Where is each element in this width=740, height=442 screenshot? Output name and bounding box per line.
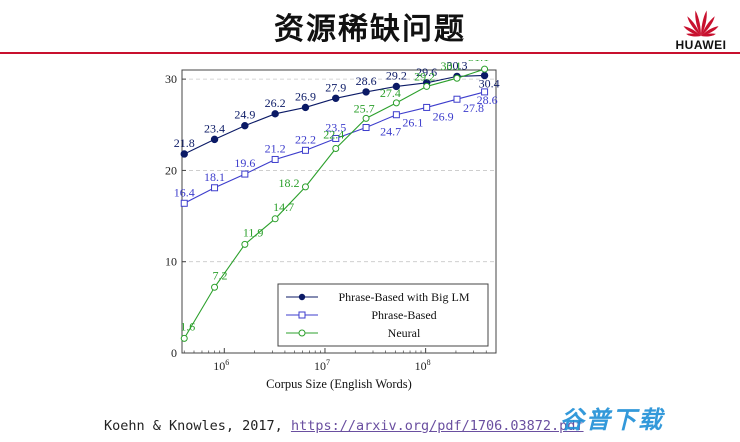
data-point-neural xyxy=(481,65,489,73)
data-label: 23.5 xyxy=(325,120,346,134)
data-label: 25.7 xyxy=(354,101,375,115)
data-label: 19.6 xyxy=(234,156,255,170)
data-point-phrase xyxy=(481,88,489,96)
data-label: 26.9 xyxy=(433,109,454,123)
data-label: 28.6 xyxy=(356,74,377,88)
data-label: 16.4 xyxy=(174,185,195,199)
data-point-neural xyxy=(180,334,188,342)
data-label: 29.6 xyxy=(416,65,437,79)
data-point-phrase xyxy=(453,95,461,103)
logo-wordmark: HUAWEI xyxy=(675,38,727,52)
data-point-phrase xyxy=(392,111,400,119)
x-tick-base: 10 xyxy=(314,359,326,373)
data-label: 27.8 xyxy=(463,101,484,115)
data-point-phrase xyxy=(301,146,309,154)
data-label: 27.4 xyxy=(380,86,401,100)
x-tick-exponent: 8 xyxy=(427,358,431,367)
x-tick-base: 10 xyxy=(415,359,427,373)
citation-text: Koehn & Knowles, 2017, xyxy=(104,418,291,434)
data-label: 30.1 xyxy=(440,60,461,73)
watermark: 谷普下载 xyxy=(560,406,664,434)
x-tick-exponent: 7 xyxy=(326,358,330,367)
data-point-biglm xyxy=(392,82,401,91)
data-label: 22.2 xyxy=(295,132,316,146)
data-point-phrase xyxy=(423,103,431,111)
x-tick-exponent: 6 xyxy=(225,358,229,367)
citation-link[interactable]: https://arxiv.org/pdf/1706.03872.pdf xyxy=(290,418,584,434)
y-tick-label: 20 xyxy=(165,163,177,177)
x-tick-label: 108 xyxy=(415,358,431,373)
data-label: 22.4 xyxy=(323,128,344,142)
data-point-phrase xyxy=(241,170,249,178)
data-label: 21.8 xyxy=(174,136,195,150)
data-label: 23.4 xyxy=(204,121,225,135)
data-point-neural xyxy=(332,145,340,153)
y-tick-label: 30 xyxy=(165,72,177,86)
data-point-neural xyxy=(453,74,461,82)
data-label: 18.1 xyxy=(204,170,225,184)
data-point-neural xyxy=(423,82,431,90)
legend-label: Phrase-Based xyxy=(371,308,436,322)
data-label: 30.4 xyxy=(479,76,500,90)
data-point-biglm xyxy=(332,94,340,102)
y-tick-label: 10 xyxy=(165,255,177,269)
data-point-neural xyxy=(392,99,400,107)
huawei-logo-icon xyxy=(683,10,719,37)
data-point-phrase xyxy=(211,184,219,192)
x-tick-base: 10 xyxy=(213,359,225,373)
data-point-phrase xyxy=(332,134,340,142)
data-label: 14.7 xyxy=(273,200,294,214)
data-point-phrase xyxy=(271,155,279,163)
data-label: 21.2 xyxy=(265,141,286,155)
plot-frame xyxy=(181,69,497,354)
citation: Koehn & Knowles, 2017, https://arxiv.org… xyxy=(104,418,584,434)
data-point-biglm xyxy=(180,150,188,158)
data-point-biglm xyxy=(241,121,249,130)
x-tick-label: 106 xyxy=(213,358,229,373)
data-point-neural xyxy=(241,240,249,248)
data-label: 24.7 xyxy=(380,125,401,139)
legend-marker xyxy=(298,293,306,301)
data-point-phrase xyxy=(180,199,188,207)
x-tick-label: 107 xyxy=(314,358,330,373)
title-divider xyxy=(0,52,740,54)
data-point-phrase xyxy=(362,124,370,132)
data-label: 11.9 xyxy=(243,225,264,239)
legend-label: Neural xyxy=(388,326,421,340)
legend-marker xyxy=(298,329,306,337)
data-point-neural xyxy=(362,114,370,122)
legend-label: Phrase-Based with Big LM xyxy=(339,290,470,304)
slide-title: 资源稀缺问题 xyxy=(274,12,466,47)
data-label: 1.6 xyxy=(180,319,195,333)
data-label: 29.2 xyxy=(386,68,407,82)
legend-marker xyxy=(298,311,306,319)
data-label: 27.9 xyxy=(325,80,346,94)
data-label: 24.9 xyxy=(234,108,255,122)
data-label: 26.9 xyxy=(295,89,316,103)
data-point-biglm xyxy=(210,135,219,144)
data-label: 28.6 xyxy=(477,93,498,107)
data-point-biglm xyxy=(271,110,279,118)
data-point-neural xyxy=(271,215,279,223)
data-label: 26.1 xyxy=(402,116,423,130)
y-tick-label: 0 xyxy=(171,346,177,360)
data-point-biglm xyxy=(301,103,310,112)
data-point-neural xyxy=(211,283,219,291)
data-point-neural xyxy=(301,183,309,191)
data-label: 30.3 xyxy=(446,60,467,72)
data-label: 31.1 xyxy=(468,60,489,64)
data-label: 18.2 xyxy=(278,176,299,190)
data-label: 26.2 xyxy=(265,96,286,110)
x-axis-label: Corpus Size (English Words) xyxy=(266,377,412,391)
data-label: 7.2 xyxy=(213,268,228,282)
data-label: 29.2 xyxy=(414,69,435,83)
data-point-biglm xyxy=(362,88,370,96)
